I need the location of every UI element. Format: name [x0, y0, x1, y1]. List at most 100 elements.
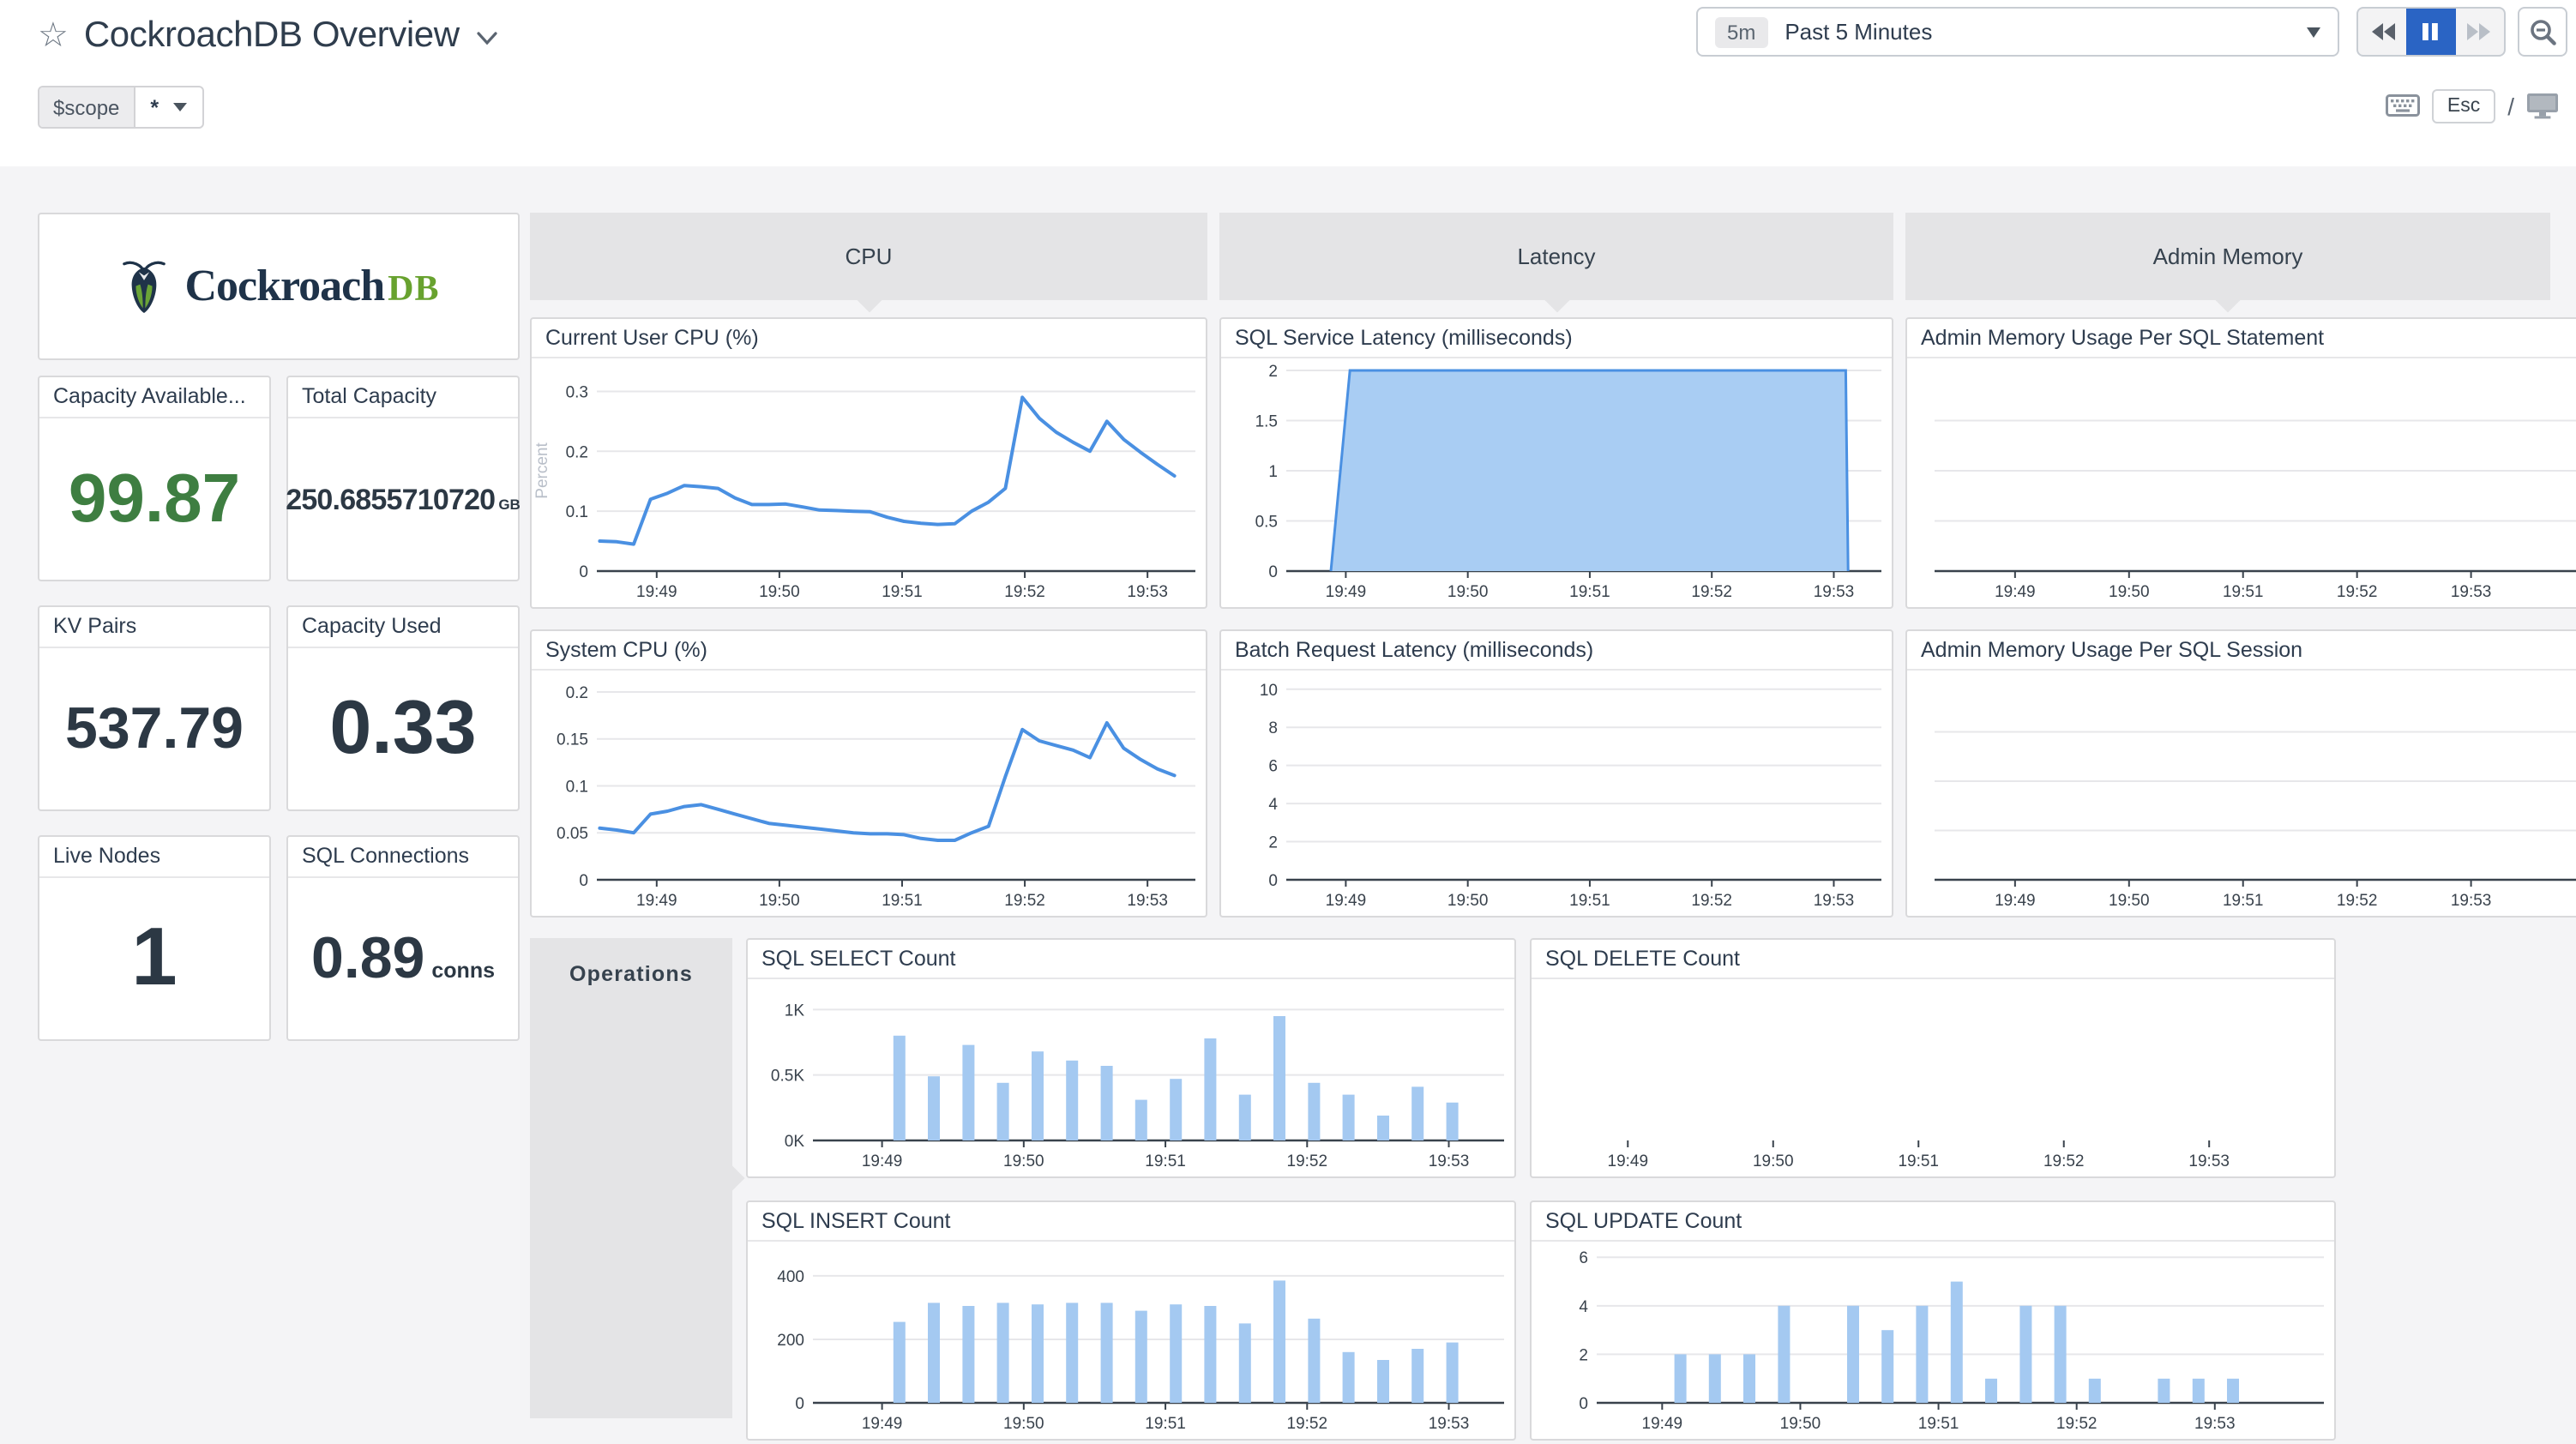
- stat-label: Capacity Available...: [39, 377, 269, 418]
- svg-text:19:49: 19:49: [862, 1152, 903, 1170]
- svg-text:19:49: 19:49: [636, 892, 677, 910]
- svg-text:0: 0: [1268, 563, 1278, 581]
- svg-text:19:51: 19:51: [2223, 892, 2264, 910]
- svg-text:19:50: 19:50: [1447, 892, 1489, 910]
- svg-text:19:51: 19:51: [1898, 1152, 1939, 1170]
- stat-label: Capacity Used: [288, 607, 518, 648]
- svg-text:19:53: 19:53: [1127, 892, 1168, 910]
- chart-system-cpu-plot[interactable]: 0 0.05 0.1 0.15 0.2 19:49 19:50 19:51 19:52 19:53: [532, 671, 1206, 914]
- svg-text:19:49: 19:49: [1326, 892, 1367, 910]
- keyboard-icon[interactable]: [2385, 94, 2420, 117]
- rewind-button[interactable]: [2358, 9, 2407, 55]
- chart-sql-delete-count-plot[interactable]: 19:49 19:50 19:51 19:52 19:53: [1532, 979, 2334, 1175]
- playback-controls: [2356, 7, 2506, 57]
- chart-current-user-cpu: Current User CPU (%) 0 0.1 0.2 0.3 19:49 19:5…: [530, 317, 1207, 609]
- svg-text:0: 0: [1268, 872, 1278, 890]
- svg-text:19:50: 19:50: [1003, 1415, 1044, 1433]
- time-range-selector[interactable]: 5m Past 5 Minutes: [1696, 7, 2339, 57]
- svg-text:0: 0: [795, 1395, 804, 1413]
- chart-sql-delete-count: SQL DELETE Count 19:49 19:50 19:51 19:52 19:…: [1530, 938, 2336, 1178]
- fast-forward-button[interactable]: [2455, 9, 2504, 55]
- svg-text:0: 0: [1579, 1395, 1588, 1413]
- svg-text:19:50: 19:50: [759, 583, 800, 601]
- chart-title: Current User CPU (%): [532, 319, 1206, 358]
- group-header-admin-memory[interactable]: Admin Memory: [1905, 213, 2550, 313]
- svg-text:19:53: 19:53: [2451, 892, 2492, 910]
- svg-text:0.3: 0.3: [566, 383, 588, 401]
- svg-text:19:52: 19:52: [1004, 583, 1045, 601]
- svg-text:19:51: 19:51: [1918, 1415, 1959, 1433]
- time-range-caret-icon: [2307, 27, 2320, 37]
- svg-text:19:50: 19:50: [1780, 1415, 1821, 1433]
- chart-title: Admin Memory Usage Per SQL Session: [1907, 631, 2576, 671]
- svg-text:19:49: 19:49: [1608, 1152, 1649, 1170]
- favorite-star-icon[interactable]: ☆: [38, 17, 69, 55]
- template-variable-scope[interactable]: $scope *: [38, 86, 204, 129]
- chart-title: SQL UPDATE Count: [1532, 1202, 2334, 1242]
- svg-text:2: 2: [1268, 363, 1278, 381]
- group-label: CPU: [845, 244, 893, 269]
- stat-card-live-nodes: Live Nodes 1: [38, 835, 271, 1041]
- svg-text:0.1: 0.1: [566, 778, 588, 796]
- svg-text:0.5: 0.5: [1255, 514, 1278, 532]
- svg-text:19:51: 19:51: [1569, 583, 1610, 601]
- svg-text:19:51: 19:51: [882, 583, 923, 601]
- group-label: Admin Memory: [2152, 244, 2303, 269]
- chart-admin-memory-per-sql-statement: Admin Memory Usage Per SQL Statement 19:…: [1905, 317, 2576, 609]
- svg-text:19:52: 19:52: [2337, 583, 2378, 601]
- svg-text:4: 4: [1268, 796, 1278, 814]
- chart-sql-update-count-plot[interactable]: 0 2 4 6 19:49 19:50 19:51 19:52 19:53: [1532, 1242, 2334, 1437]
- fullscreen-monitor-icon[interactable]: [2526, 92, 2559, 119]
- svg-text:0.1: 0.1: [566, 503, 588, 521]
- logo-suffix: DB: [388, 268, 440, 309]
- scope-variable-value: *: [150, 95, 159, 119]
- svg-text:4: 4: [1579, 1298, 1588, 1316]
- svg-text:10: 10: [1260, 682, 1278, 700]
- cockroachdb-logo-card: Cockroach DB: [38, 213, 520, 360]
- header-title-row: ☆ CockroachDB Overview: [38, 15, 499, 57]
- chart-title: SQL SELECT Count: [748, 940, 1514, 979]
- svg-text:0.2: 0.2: [566, 684, 588, 702]
- group-header-operations[interactable]: Operations: [530, 938, 745, 1418]
- chart-admin-memory-per-sql-statement-plot[interactable]: 19:49 19:50 19:51 19:52 19:53: [1907, 358, 2576, 605]
- stat-value: 537.79: [65, 696, 244, 761]
- svg-text:19:53: 19:53: [1429, 1152, 1470, 1170]
- group-header-cpu[interactable]: CPU: [530, 213, 1207, 313]
- chart-admin-memory-per-sql-session-plot[interactable]: 19:49 19:50 19:51 19:52 19:53: [1907, 671, 2576, 914]
- time-range-label: Past 5 Minutes: [1785, 19, 1933, 45]
- chart-sql-select-count-plot[interactable]: 0K 0.5K 1K 19:49 19:50 19:51 19:52 19:53: [748, 979, 1514, 1175]
- group-header-latency[interactable]: Latency: [1219, 213, 1893, 313]
- svg-text:6: 6: [1579, 1249, 1588, 1267]
- svg-text:2: 2: [1579, 1346, 1588, 1364]
- esc-button[interactable]: Esc: [2431, 88, 2496, 123]
- fast-forward-icon: [2467, 23, 2491, 40]
- svg-text:19:50: 19:50: [2109, 892, 2150, 910]
- svg-text:8: 8: [1268, 719, 1278, 737]
- chart-sql-update-count: SQL UPDATE Count 0 2 4 6 19:49 19:50 19:51 19:5…: [1530, 1200, 2336, 1441]
- zoom-out-button[interactable]: [2518, 7, 2567, 57]
- svg-text:0.15: 0.15: [557, 731, 588, 749]
- svg-text:19:49: 19:49: [636, 583, 677, 601]
- svg-text:6: 6: [1268, 758, 1278, 776]
- chart-sql-service-latency-plot[interactable]: 0 0.5 1 1.5 2 19:49 19:50 19:51 19:52 19:53: [1221, 358, 1892, 605]
- title-chevron-down-icon[interactable]: [475, 31, 499, 46]
- chart-batch-request-latency-plot[interactable]: 0 2 4 6 8 10 19:49 19:50 19:51 19:52 19:53: [1221, 671, 1892, 914]
- svg-text:19:49: 19:49: [862, 1415, 903, 1433]
- chart-title: Admin Memory Usage Per SQL Statement: [1907, 319, 2576, 358]
- pause-button[interactable]: [2406, 9, 2456, 55]
- chart-title: System CPU (%): [532, 631, 1206, 671]
- svg-text:1: 1: [1268, 463, 1278, 481]
- chart-sql-insert-count: SQL INSERT Count 0 200 400 19:49 19:50 19:51 1…: [746, 1200, 1516, 1441]
- chart-batch-request-latency: Batch Request Latency (milliseconds) 0 2 4…: [1219, 629, 1893, 918]
- svg-text:19:52: 19:52: [2337, 892, 2378, 910]
- chart-current-user-cpu-plot[interactable]: 0 0.1 0.2 0.3 19:49 19:50 19:51 19:52 19:53 Perce…: [532, 358, 1206, 605]
- svg-text:19:49: 19:49: [1326, 583, 1367, 601]
- chart-title: SQL Service Latency (milliseconds): [1221, 319, 1892, 358]
- chart-sql-insert-count-plot[interactable]: 0 200 400 19:49 19:50 19:51 19:52 19:53: [748, 1242, 1514, 1437]
- svg-text:19:51: 19:51: [882, 892, 923, 910]
- cockroach-bug-icon: [122, 260, 166, 312]
- svg-text:19:50: 19:50: [1753, 1152, 1794, 1170]
- svg-text:0: 0: [579, 872, 588, 890]
- group-label: Operations: [569, 962, 693, 986]
- svg-text:19:52: 19:52: [1287, 1152, 1328, 1170]
